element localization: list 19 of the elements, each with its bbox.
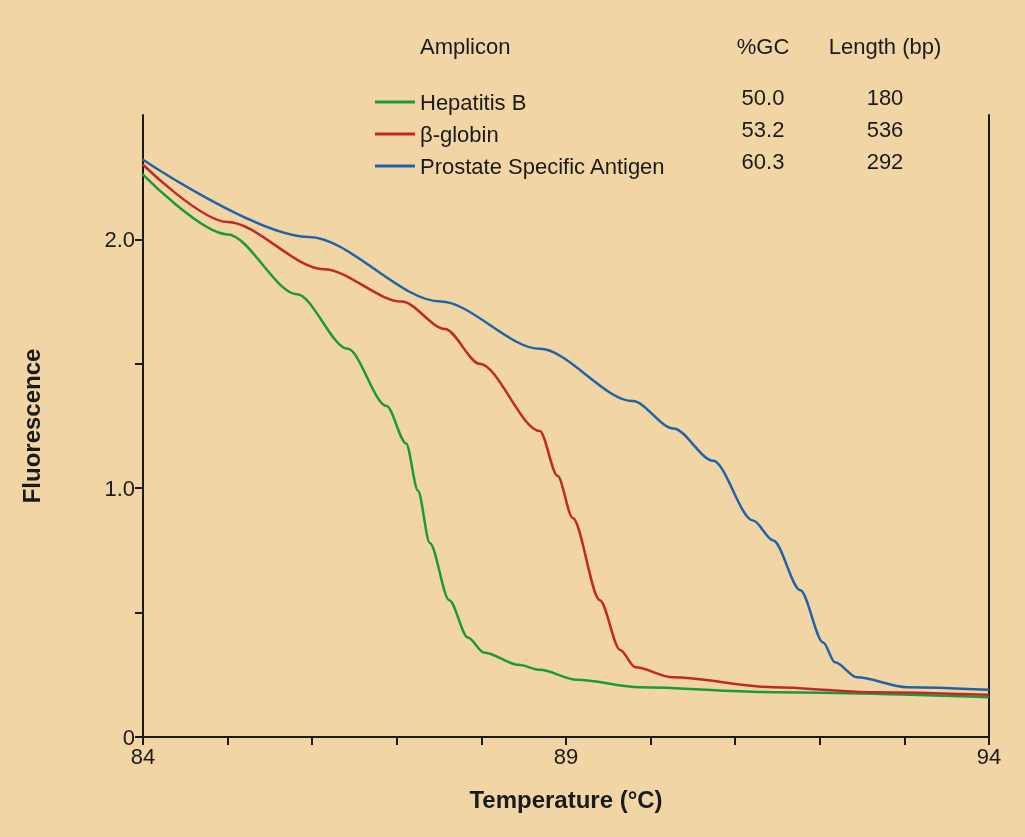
y-tick-label: 1.0 bbox=[104, 475, 135, 501]
annotation: 53.2 bbox=[741, 116, 785, 142]
annotation: 292 bbox=[866, 148, 904, 174]
legend-label: Prostate Specific Antigen bbox=[420, 153, 665, 179]
y-axis-title: Fluorescence bbox=[17, 348, 45, 504]
annotation: 60.3 bbox=[741, 148, 785, 174]
y-tick-label: 0 bbox=[122, 724, 135, 750]
legend-title: Amplicon bbox=[420, 33, 511, 59]
x-axis-title: Temperature (°C) bbox=[469, 785, 663, 813]
y-tick-label: 2.0 bbox=[104, 226, 135, 252]
annotation: 536 bbox=[866, 116, 904, 142]
legend-label: Hepatitis B bbox=[420, 89, 527, 115]
text: 50.0 bbox=[741, 84, 785, 110]
legend-label: β-globin bbox=[420, 121, 499, 147]
x-tick-label: 89 bbox=[553, 743, 579, 769]
text: %GC bbox=[736, 33, 790, 59]
text: Length (bp) bbox=[828, 33, 942, 59]
text: 180 bbox=[866, 84, 904, 110]
x-tick-label: 94 bbox=[976, 743, 1002, 769]
